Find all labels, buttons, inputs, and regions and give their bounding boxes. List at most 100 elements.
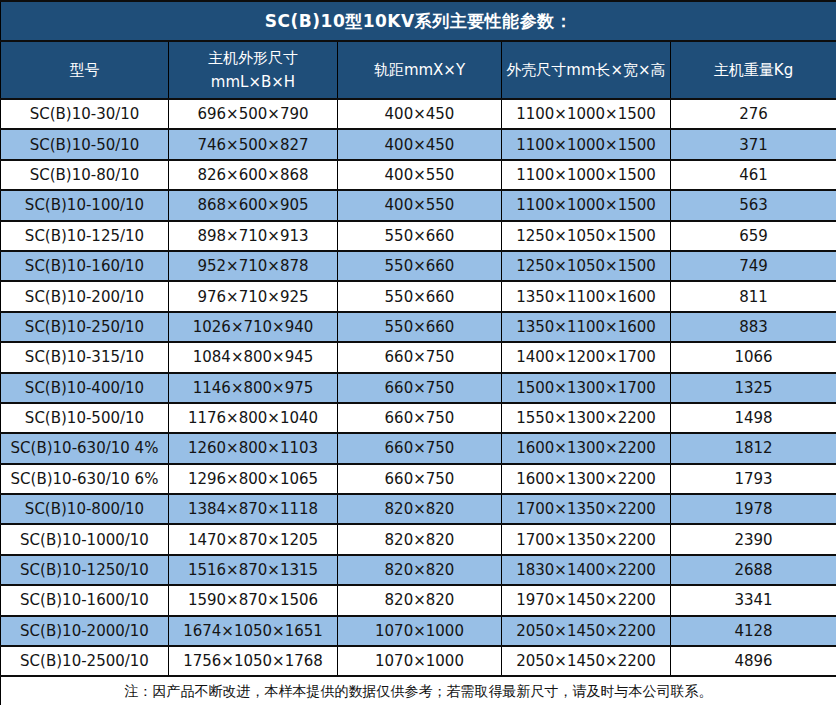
cell-model: SC(B)10-1000/10 xyxy=(1,524,169,554)
header-row: 型号 主机外形尺寸 mmL×B×H 轨距mmX×Y 外壳尺寸mm长×宽×高 主机… xyxy=(1,41,836,99)
table-row: SC(B)10-2000/101674×1050×16511070×100020… xyxy=(1,616,836,646)
cell-gauge: 820×820 xyxy=(338,555,502,585)
table-row: SC(B)10-100/10868×600×905400×5501100×100… xyxy=(1,190,836,220)
cell-shell: 1100×1000×1500 xyxy=(502,190,671,220)
cell-weight: 371 xyxy=(671,129,836,159)
cell-weight: 276 xyxy=(671,99,836,129)
cell-weight: 2390 xyxy=(671,524,836,554)
cell-weight: 1812 xyxy=(671,433,836,463)
cell-model: SC(B)10-315/10 xyxy=(1,342,169,372)
cell-dimensions: 952×710×878 xyxy=(169,251,338,281)
cell-weight: 811 xyxy=(671,281,836,311)
cell-dimensions: 746×500×827 xyxy=(169,129,338,159)
table-row: SC(B)10-125/10898×710×913550×6601250×105… xyxy=(1,221,836,251)
cell-model: SC(B)10-80/10 xyxy=(1,160,169,190)
cell-gauge: 1070×1000 xyxy=(338,646,502,676)
column-header-model: 型号 xyxy=(1,41,169,99)
cell-model: SC(B)10-2500/10 xyxy=(1,646,169,676)
cell-gauge: 660×750 xyxy=(338,403,502,433)
spec-table: SC(B)10型10KV系列主要性能参数： 型号 主机外形尺寸 mmL×B×H … xyxy=(0,0,836,705)
cell-dimensions: 1590×870×1506 xyxy=(169,585,338,615)
cell-shell: 2050×1450×2200 xyxy=(502,616,671,646)
cell-shell: 1830×1400×2200 xyxy=(502,555,671,585)
table-row: SC(B)10-630/10 6%1296×800×1065660×750160… xyxy=(1,464,836,494)
cell-shell: 1100×1000×1500 xyxy=(502,129,671,159)
cell-weight: 4128 xyxy=(671,616,836,646)
cell-shell: 1600×1300×2200 xyxy=(502,433,671,463)
cell-shell: 1250×1050×1500 xyxy=(502,251,671,281)
table-row: SC(B)10-1000/101470×870×1205820×8201700×… xyxy=(1,524,836,554)
cell-gauge: 400×550 xyxy=(338,160,502,190)
cell-shell: 1970×1450×2200 xyxy=(502,585,671,615)
cell-model: SC(B)10-500/10 xyxy=(1,403,169,433)
cell-shell: 1350×1100×1600 xyxy=(502,312,671,342)
cell-weight: 4896 xyxy=(671,646,836,676)
cell-model: SC(B)10-200/10 xyxy=(1,281,169,311)
cell-model: SC(B)10-630/10 6% xyxy=(1,464,169,494)
cell-dimensions: 976×710×925 xyxy=(169,281,338,311)
cell-dimensions: 1084×800×945 xyxy=(169,342,338,372)
column-header-shell: 外壳尺寸mm长×宽×高 xyxy=(502,41,671,99)
cell-model: SC(B)10-125/10 xyxy=(1,221,169,251)
cell-model: SC(B)10-100/10 xyxy=(1,190,169,220)
column-header-weight: 主机重量Kg xyxy=(671,41,836,99)
cell-model: SC(B)10-160/10 xyxy=(1,251,169,281)
cell-weight: 659 xyxy=(671,221,836,251)
cell-shell: 1550×1300×2200 xyxy=(502,403,671,433)
cell-dimensions: 1516×870×1315 xyxy=(169,555,338,585)
cell-dimensions: 1470×870×1205 xyxy=(169,524,338,554)
table-row: SC(B)10-630/10 4%1260×800×1103660×750160… xyxy=(1,433,836,463)
cell-gauge: 400×450 xyxy=(338,129,502,159)
table-row: SC(B)10-30/10696×500×790400×4501100×1000… xyxy=(1,99,836,129)
cell-dimensions: 1260×800×1103 xyxy=(169,433,338,463)
cell-shell: 1700×1350×2200 xyxy=(502,494,671,524)
cell-dimensions: 1176×800×1040 xyxy=(169,403,338,433)
table-row: SC(B)10-1250/101516×870×1315820×8201830×… xyxy=(1,555,836,585)
cell-weight: 1793 xyxy=(671,464,836,494)
table-row: SC(B)10-500/101176×800×1040660×7501550×1… xyxy=(1,403,836,433)
cell-shell: 1100×1000×1500 xyxy=(502,160,671,190)
cell-gauge: 660×750 xyxy=(338,433,502,463)
cell-model: SC(B)10-1600/10 xyxy=(1,585,169,615)
table-row: SC(B)10-200/10976×710×925550×6601350×110… xyxy=(1,281,836,311)
cell-weight: 1066 xyxy=(671,342,836,372)
cell-gauge: 400×550 xyxy=(338,190,502,220)
cell-weight: 1325 xyxy=(671,373,836,403)
cell-gauge: 1070×1000 xyxy=(338,616,502,646)
cell-gauge: 400×450 xyxy=(338,99,502,129)
cell-dimensions: 868×600×905 xyxy=(169,190,338,220)
table-title: SC(B)10型10KV系列主要性能参数： xyxy=(1,1,836,41)
table-row: SC(B)10-2500/101756×1050×17681070×100020… xyxy=(1,646,836,676)
cell-gauge: 820×820 xyxy=(338,494,502,524)
cell-dimensions: 1026×710×940 xyxy=(169,312,338,342)
table-row: SC(B)10-250/101026×710×940550×6601350×11… xyxy=(1,312,836,342)
cell-dimensions: 1674×1050×1651 xyxy=(169,616,338,646)
table-row: SC(B)10-315/101084×800×945660×7501400×12… xyxy=(1,342,836,372)
cell-gauge: 550×660 xyxy=(338,221,502,251)
cell-model: SC(B)10-800/10 xyxy=(1,494,169,524)
cell-shell: 2050×1450×2200 xyxy=(502,646,671,676)
table-row: SC(B)10-160/10952×710×878550×6601250×105… xyxy=(1,251,836,281)
cell-shell: 1350×1100×1600 xyxy=(502,281,671,311)
note-text: 注：因产品不断改进，本样本提供的数据仅供参考；若需取得最新尺寸，请及时与本公司联… xyxy=(1,676,836,705)
cell-dimensions: 826×600×868 xyxy=(169,160,338,190)
cell-dimensions: 1756×1050×1768 xyxy=(169,646,338,676)
cell-shell: 1600×1300×2200 xyxy=(502,464,671,494)
cell-dimensions: 1296×800×1065 xyxy=(169,464,338,494)
cell-dimensions: 898×710×913 xyxy=(169,221,338,251)
cell-model: SC(B)10-630/10 4% xyxy=(1,433,169,463)
table-body: SC(B)10-30/10696×500×790400×4501100×1000… xyxy=(1,99,836,676)
cell-gauge: 660×750 xyxy=(338,373,502,403)
title-row: SC(B)10型10KV系列主要性能参数： xyxy=(1,1,836,41)
cell-shell: 1100×1000×1500 xyxy=(502,99,671,129)
cell-weight: 1498 xyxy=(671,403,836,433)
cell-model: SC(B)10-250/10 xyxy=(1,312,169,342)
page: SC(B)10型10KV系列主要性能参数： 型号 主机外形尺寸 mmL×B×H … xyxy=(0,0,836,705)
cell-gauge: 660×750 xyxy=(338,464,502,494)
table-row: SC(B)10-400/101146×800×975660×7501500×13… xyxy=(1,373,836,403)
cell-model: SC(B)10-2000/10 xyxy=(1,616,169,646)
cell-weight: 1978 xyxy=(671,494,836,524)
cell-weight: 2688 xyxy=(671,555,836,585)
table-row: SC(B)10-80/10826×600×868400×5501100×1000… xyxy=(1,160,836,190)
table-row: SC(B)10-800/101384×870×1118820×8201700×1… xyxy=(1,494,836,524)
